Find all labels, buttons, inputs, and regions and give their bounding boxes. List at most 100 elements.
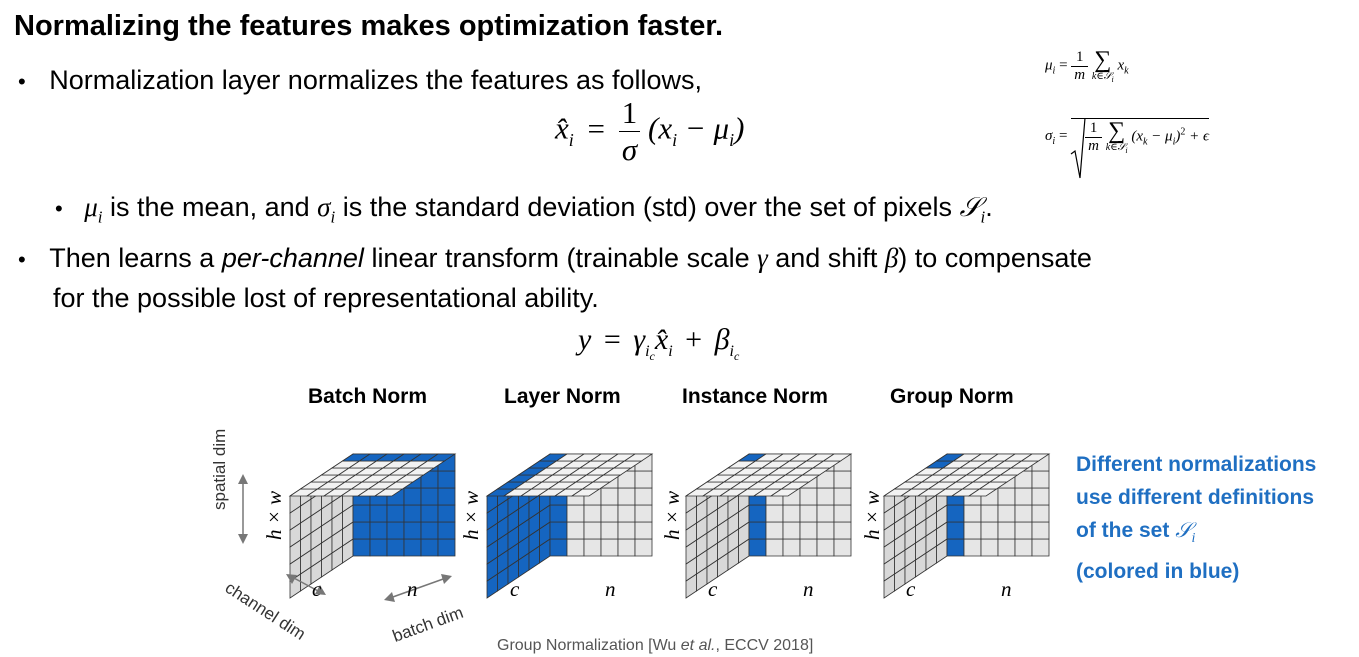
cube-2-n-label: n [605,577,616,601]
note-line-1: Different normalizations [1076,453,1317,476]
cube-front-cell [352,538,371,557]
superscript: 2 [1180,126,1186,138]
cube-front-cell [997,538,1016,557]
bullet-3-text-a: Then learns a [49,243,222,273]
cube-front-cell [833,521,852,540]
cube-front-cell [617,521,636,540]
cube-front-cell [420,521,439,540]
cube-front-cell [420,487,439,506]
denominator: m [1088,137,1099,154]
set-symbol: 𝒮 [1175,518,1192,542]
bullet-3-line-2: for the possible lost of representationa… [53,283,599,313]
cube-front-cell [600,504,619,523]
subscript: i [729,129,735,150]
cube-front-cell [386,538,405,557]
note-line-4: (colored in blue) [1076,560,1240,584]
cube-front-cell [946,521,965,540]
cube-front-cell [566,521,585,540]
gamma-symbol: γ [633,323,646,356]
xhat-symbol: x̂ [654,323,669,356]
normalization-equation: x̂i = 1 σ (xi − μi) [555,95,744,168]
cube-front-cell [566,538,585,557]
cube-front-cell [369,521,388,540]
cube-front-cell [617,487,636,506]
cube-front-cell [833,487,852,506]
period: . [985,192,993,222]
cube-front-cell [437,470,456,489]
affine-equation: y = γicx̂i + βic [578,323,739,364]
cube-front-cell [833,504,852,523]
cube-front-cell [816,487,835,506]
plus-sign: + [685,323,703,356]
cube-front-cell [1031,504,1050,523]
bullet-3-text-d: ) to compensate [898,243,1092,273]
cube-front-cell [549,504,568,523]
beta-symbol: β [884,243,899,273]
sum-index: k∈𝒮 [1091,71,1112,82]
cube-front-cell [583,538,602,557]
subscript: i [568,129,574,150]
cube-front-cell [549,521,568,540]
cube-top-cell [822,453,853,462]
slide-title: Normalizing the features makes optimizat… [14,10,724,42]
cube-front-cell [799,487,818,506]
note-line-3-text: of the set [1076,519,1176,542]
sqrt-icon [1070,117,1086,179]
subscript: i [1125,146,1128,155]
batch-norm-title: Batch Norm [308,385,428,408]
citation-text-b: , ECCV 2018] [715,637,814,654]
cube-front-cell [437,504,456,523]
cube-front-cell [403,487,422,506]
layer-norm-title: Layer Norm [504,385,621,408]
cube-3-n-label: n [803,577,814,601]
cube-front-cell [748,538,767,557]
gamma-symbol: γ [757,243,768,273]
cube-front-cell [1031,521,1050,540]
spatial-dim-label: spatial dim [210,428,229,510]
cube-front-cell [369,504,388,523]
cube-front-cell [765,504,784,523]
sum-symbol: ∑ [1108,118,1126,144]
cube-front-cell [617,504,636,523]
cube-front-cell [437,538,456,557]
body-close: ) [1175,128,1181,145]
summation: ∑ k∈𝒮i [1092,48,1114,84]
cube-front-cell [437,487,456,506]
denominator: m [1074,66,1086,83]
rhs-close: ) [734,110,745,146]
cube-front-cell [963,504,982,523]
channel-dim-arrow [286,574,326,595]
cube-front-cell [566,504,585,523]
sub-bullet: • μi is the mean, and σi is the standard… [55,192,993,227]
cube-front-cell [765,521,784,540]
sigma-symbol: σ [1045,127,1053,144]
sqrt: 1 m ∑ k∈𝒮i (xk − μi)2 + ϵ [1070,117,1210,179]
cube-front-cell [833,538,852,557]
subscript: i [330,207,336,227]
note-line-2: use different definitions [1076,486,1315,509]
cube-front-cell [600,487,619,506]
subscript: c [649,349,655,364]
equals-sign: = [603,323,621,356]
std-equation: σi = 1 m ∑ k∈𝒮i (xk − μi)2 + ϵ [1045,117,1210,179]
numerator: 1 [1071,49,1089,67]
batch-dim-arrow [384,574,452,602]
subscript: i [1172,136,1176,148]
cube-2-hw-label: h × w [459,490,483,540]
cube-front-cell [420,538,439,557]
epsilon-term: + ϵ [1185,128,1210,145]
cube-front-cell [634,521,653,540]
cube-front-cell [980,521,999,540]
bullet-3-text-c: and shift [767,243,885,273]
cube-front-cell [997,487,1016,506]
subscript: i [1111,75,1114,84]
instance-norm-title: Instance Norm [682,385,828,408]
cube-3-hw-label: h × w [660,490,684,540]
fraction: 1 m [1085,120,1102,155]
sum-index: k∈𝒮 [1105,142,1126,153]
cube-front-cell [352,504,371,523]
cube-front-cell [997,521,1016,540]
spatial-dim-arrow [238,474,248,544]
cube-front-cell [748,521,767,540]
cube-front-cell [782,521,801,540]
